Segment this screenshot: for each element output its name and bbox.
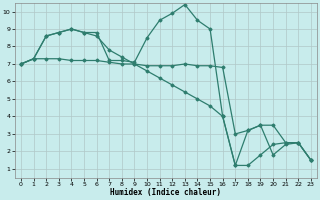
X-axis label: Humidex (Indice chaleur): Humidex (Indice chaleur) [110, 188, 221, 197]
